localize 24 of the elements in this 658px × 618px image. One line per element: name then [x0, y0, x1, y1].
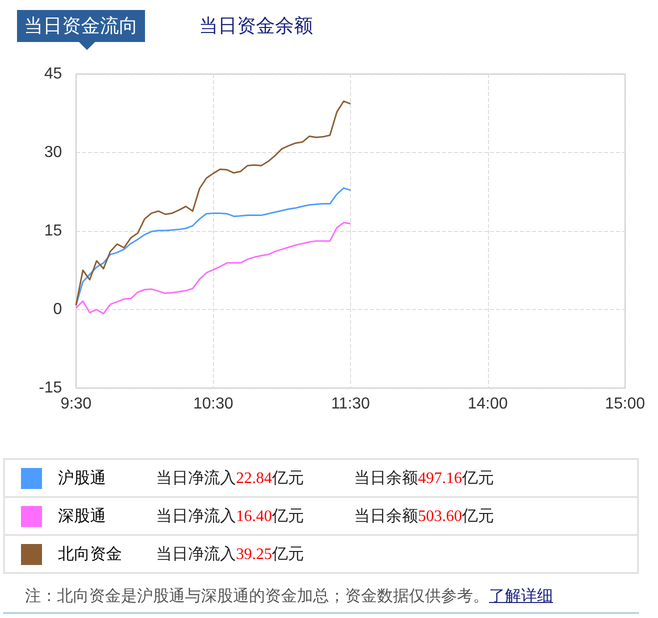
legend-label: 深股通	[58, 506, 107, 526]
legend-label: 北向资金	[58, 544, 123, 564]
x-tick-label: 10:30	[193, 396, 234, 412]
line-series	[75, 222, 352, 314]
y-tick-label: 45	[44, 66, 62, 82]
line-series	[75, 187, 352, 306]
x-tick-label: 9:30	[60, 396, 92, 412]
text: 当日余额503.60亿元	[354, 508, 494, 524]
y-tick-label: 15	[44, 222, 62, 240]
line-series	[75, 100, 352, 306]
y-tick-label: 0	[53, 301, 62, 318]
text: 了解详细	[489, 588, 553, 605]
text: 当日净流入16.40亿元	[156, 508, 304, 524]
y-tick-label: -15	[38, 380, 62, 396]
text: 当日余额497.16亿元	[354, 470, 494, 486]
text: 当日净流入22.84亿元	[156, 470, 304, 486]
x-tick-label: 11:30	[331, 396, 370, 412]
legend-label: 沪股通	[58, 468, 107, 488]
y-tick-label: 30	[44, 144, 62, 161]
x-tick-label: 15:00	[604, 396, 646, 412]
chart-subtitle: 当日资金余额	[198, 14, 314, 39]
text: 当日净流入39.25亿元	[156, 546, 304, 562]
chart-title: 当日资金流向	[17, 10, 145, 42]
x-tick-label: 14:00	[468, 396, 508, 412]
